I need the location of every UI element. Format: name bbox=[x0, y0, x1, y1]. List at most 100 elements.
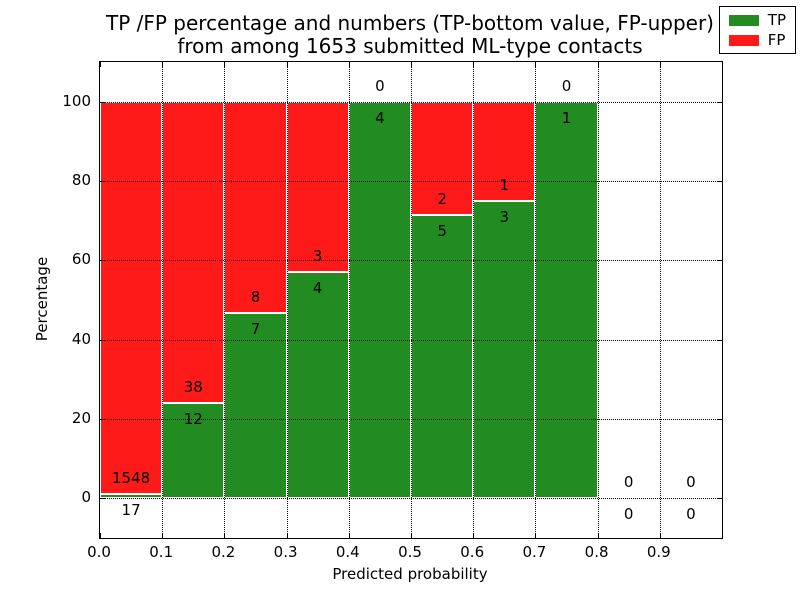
bar-tp-segment-2 bbox=[224, 313, 287, 499]
tick-mark-x-top-0 bbox=[100, 62, 101, 67]
tick-mark-x-bottom-0.1 bbox=[162, 533, 164, 538]
bar-fp-count-3: 3 bbox=[312, 246, 323, 265]
gridline-x-0.9 bbox=[659, 62, 661, 538]
legend-item-fp: FP bbox=[728, 31, 786, 49]
tick-mark-x-top-0.1 bbox=[162, 62, 164, 67]
bar-fp-count-4: 0 bbox=[375, 76, 385, 95]
x-tick-label-0.3: 0.3 bbox=[273, 543, 298, 561]
y-tick-label-40: 40 bbox=[71, 329, 91, 348]
bar-tp-segment-4 bbox=[348, 101, 411, 499]
x-tick-label-0.5: 0.5 bbox=[398, 543, 422, 561]
tick-mark-x-bottom-0.8 bbox=[597, 533, 599, 538]
x-tick-label-0.0: 0.0 bbox=[87, 543, 111, 561]
tick-mark-x-top-0.2 bbox=[224, 62, 226, 67]
bar-tp-count-9: 0 bbox=[686, 505, 696, 524]
tick-mark-x-top-0.3 bbox=[286, 62, 288, 67]
plot-area: 1548 17 38 12 8 7 3 4 0 4 2 5 1 3 0 1 0 0 0 0 bbox=[99, 61, 723, 539]
bar-fp-segment-6 bbox=[473, 101, 536, 201]
tick-mark-y-right-100 bbox=[717, 101, 722, 103]
legend: TP FP bbox=[718, 6, 796, 54]
tick-mark-y-left-0 bbox=[100, 498, 105, 500]
y-tick-label-80: 80 bbox=[71, 171, 91, 189]
legend-label-fp: FP bbox=[767, 31, 786, 49]
y-tick-label-100: 100 bbox=[62, 91, 91, 110]
bar-tp-count-4: 4 bbox=[375, 108, 385, 127]
bar-fp-count-8: 0 bbox=[623, 473, 634, 492]
bar-tp-count-2: 7 bbox=[250, 320, 261, 339]
y-tick-label-0: 0 bbox=[81, 488, 91, 507]
bar-tp-count-3: 4 bbox=[312, 278, 323, 297]
y-axis-label: Percentage bbox=[33, 256, 51, 342]
tick-mark-x-bottom-0.4 bbox=[348, 533, 350, 538]
tick-mark-y-right-20 bbox=[717, 419, 722, 420]
bar-fp-segment-0 bbox=[100, 101, 163, 494]
tick-mark-y-left-20 bbox=[100, 419, 105, 420]
bar-tp-count-8: 0 bbox=[623, 505, 634, 524]
bar-fp-count-0: 1548 bbox=[112, 469, 151, 488]
bar-tp-segment-3 bbox=[286, 271, 349, 499]
tick-mark-x-bottom-0.2 bbox=[224, 533, 226, 538]
tick-mark-y-left-40 bbox=[100, 339, 105, 341]
gridline-x-0.6 bbox=[473, 62, 475, 538]
tick-mark-x-bottom-0.9 bbox=[659, 533, 661, 538]
bar-fp-segment-1 bbox=[162, 101, 225, 404]
x-tick-label-0.2: 0.2 bbox=[211, 543, 236, 561]
chart-title-line1: TP /FP percentage and numbers (TP-bottom… bbox=[106, 11, 714, 35]
bar-fp-segment-2 bbox=[224, 101, 287, 314]
tick-mark-y-left-60 bbox=[100, 260, 105, 262]
tick-mark-x-top-0.8 bbox=[597, 62, 599, 67]
gridline-x-0.8 bbox=[597, 62, 599, 538]
bar-fp-count-5: 2 bbox=[437, 190, 447, 209]
bar-tp-count-5: 5 bbox=[437, 221, 447, 240]
gridline-x-0.3 bbox=[286, 62, 288, 538]
tick-mark-y-right-60 bbox=[717, 260, 722, 262]
bar-tp-count-1: 12 bbox=[183, 410, 203, 428]
bar-tp-count-0: 17 bbox=[121, 500, 141, 519]
tick-mark-y-right-40 bbox=[717, 339, 722, 341]
bar-fp-count-2: 8 bbox=[250, 288, 261, 307]
bar-tp-segment-5 bbox=[411, 214, 474, 499]
tick-mark-x-bottom-0.3 bbox=[286, 533, 288, 538]
gridline-x-0.2 bbox=[224, 62, 226, 538]
tick-mark-x-top-0.7 bbox=[535, 62, 537, 67]
x-tick-label-0.8: 0.8 bbox=[584, 543, 609, 561]
tick-mark-x-bottom-0.6 bbox=[473, 533, 475, 538]
tick-mark-y-left-80 bbox=[100, 181, 105, 182]
gridline-x-0.4 bbox=[348, 62, 350, 538]
gridline-x-0.5 bbox=[411, 62, 412, 538]
tick-mark-y-left-100 bbox=[100, 101, 105, 103]
legend-label-tp: TP bbox=[767, 11, 786, 29]
tick-mark-y-right-80 bbox=[717, 181, 722, 182]
gridline-x-0.7 bbox=[535, 62, 537, 538]
x-tick-label-0.9: 0.9 bbox=[646, 543, 671, 561]
legend-swatch-fp bbox=[728, 34, 759, 46]
x-tick-label-0.1: 0.1 bbox=[149, 543, 174, 561]
x-axis-label: Predicted probability bbox=[332, 565, 488, 583]
tick-mark-x-bottom-0 bbox=[100, 533, 101, 538]
legend-item-tp: TP bbox=[728, 11, 786, 29]
bar-tp-segment-0 bbox=[100, 494, 163, 499]
x-tick-label-0.4: 0.4 bbox=[335, 543, 360, 561]
tick-mark-x-top-0.4 bbox=[348, 62, 350, 67]
y-tick-label-60: 60 bbox=[71, 250, 91, 269]
bar-tp-count-6: 3 bbox=[499, 207, 510, 226]
bar-tp-segment-7 bbox=[535, 101, 598, 499]
bar-tp-count-7: 1 bbox=[561, 108, 572, 127]
tick-mark-x-bottom-0.5 bbox=[411, 533, 412, 538]
bar-tp-segment-1 bbox=[162, 403, 225, 499]
chart-title: TP /FP percentage and numbers (TP-bottom… bbox=[99, 12, 721, 58]
bar-fp-count-6: 1 bbox=[499, 175, 510, 194]
tick-mark-x-top-0.9 bbox=[659, 62, 661, 67]
gridline-x-0.1 bbox=[162, 62, 164, 538]
x-tick-label-0.7: 0.7 bbox=[522, 543, 547, 561]
tick-mark-x-bottom-0.7 bbox=[535, 533, 537, 538]
y-tick-label-20: 20 bbox=[71, 409, 91, 427]
tick-mark-x-top-0.5 bbox=[411, 62, 412, 67]
tick-mark-x-top-0.6 bbox=[473, 62, 475, 67]
bar-fp-count-1: 38 bbox=[183, 378, 203, 397]
x-tick-label-0.6: 0.6 bbox=[460, 543, 485, 561]
bar-fp-count-7: 0 bbox=[561, 76, 572, 95]
chart-title-line2: from among 1653 submitted ML-type contac… bbox=[177, 34, 643, 58]
tick-mark-y-right-0 bbox=[717, 498, 722, 500]
